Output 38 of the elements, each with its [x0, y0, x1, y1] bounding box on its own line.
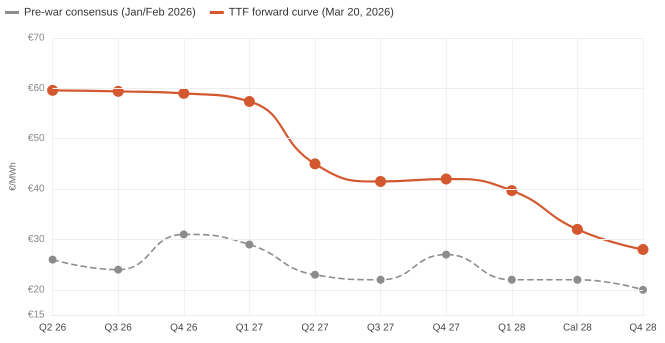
x-tick-label: Q2 26: [38, 322, 67, 334]
x-tick-label: Q3 27: [366, 322, 395, 334]
point: [244, 96, 255, 107]
x-tick-label: Cal 28: [562, 322, 592, 334]
point: [114, 266, 122, 274]
y-axis-title: €/MWh: [8, 162, 18, 191]
x-tick-label: Q3 26: [104, 322, 132, 334]
point: [48, 256, 57, 264]
point: [573, 276, 582, 284]
point: [178, 88, 190, 99]
y-tick-label: €50: [28, 133, 46, 144]
point: [376, 276, 385, 284]
y-tick-label: €40: [28, 184, 46, 195]
point: [47, 84, 58, 96]
point: [375, 176, 386, 188]
y-tick-label: €15: [28, 310, 46, 320]
x-tick-label: Q1 27: [236, 322, 264, 334]
point: [442, 250, 450, 259]
point: [180, 230, 188, 238]
legend-label: TTF forward curve (Mar 20, 2026): [228, 6, 394, 18]
x-tick-label: Q1 28: [498, 322, 526, 334]
point: [311, 270, 319, 279]
legend-label: Pre-war consensus (Jan/Feb 2026): [24, 6, 196, 18]
point: [440, 174, 452, 185]
point: [572, 224, 583, 235]
y-tick-label: €30: [28, 234, 46, 245]
x-tick-label: Q4 26: [170, 322, 198, 334]
y-tick-label: €60: [28, 82, 46, 94]
point: [639, 286, 647, 294]
y-tick-label: €20: [28, 284, 46, 296]
x-tick-label: Q4 27: [432, 322, 460, 334]
y-tick-label: €70: [28, 32, 46, 44]
x-tick-label: Q2 27: [301, 322, 330, 334]
point: [245, 240, 254, 248]
point: [638, 244, 648, 256]
x-tick-label: Q4 28: [629, 322, 658, 334]
point: [310, 158, 320, 170]
point: [508, 276, 516, 284]
